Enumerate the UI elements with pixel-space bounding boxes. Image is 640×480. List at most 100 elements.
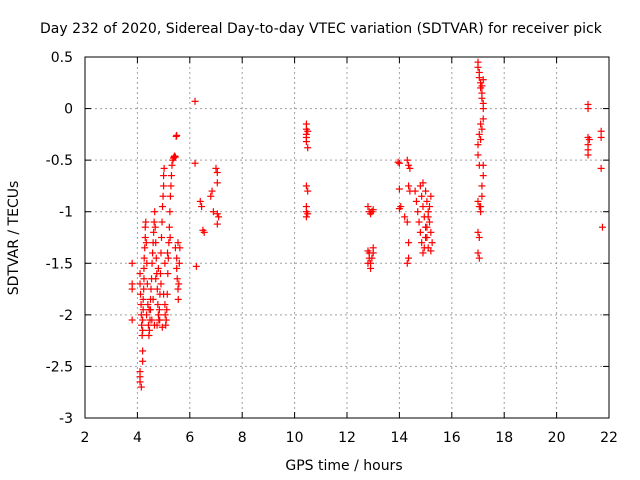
data-point <box>369 244 377 252</box>
x-axis-label: GPS time / hours <box>285 458 402 474</box>
data-point <box>152 254 160 262</box>
y-tick-label: -3 <box>59 411 73 427</box>
data-point <box>145 306 153 314</box>
data-point <box>164 270 172 278</box>
data-point <box>418 239 426 247</box>
data-point <box>367 264 375 272</box>
x-tick-label: 14 <box>390 430 408 446</box>
data-point <box>597 133 605 141</box>
data-point <box>143 311 151 319</box>
data-point <box>475 234 483 241</box>
data-point <box>474 63 482 71</box>
data-point <box>479 76 487 84</box>
data-point <box>419 203 427 211</box>
x-tick-label: 6 <box>185 430 194 446</box>
data-point <box>597 127 605 135</box>
y-tick-label: 0 <box>64 102 73 118</box>
data-point <box>597 164 605 172</box>
data-point <box>401 213 409 221</box>
data-point <box>478 182 486 190</box>
x-tick-label: 10 <box>286 430 304 446</box>
data-point <box>164 254 172 262</box>
data-point <box>160 182 168 190</box>
data-point <box>403 259 411 267</box>
data-point <box>474 228 482 236</box>
data-point <box>153 321 161 329</box>
data-point <box>166 192 174 200</box>
data-point <box>150 228 158 236</box>
data-point <box>149 295 157 303</box>
data-point <box>139 357 147 365</box>
data-point <box>405 239 413 247</box>
data-point <box>302 182 310 190</box>
data-point <box>157 249 165 257</box>
data-point <box>176 244 184 252</box>
x-tick-label: 22 <box>600 430 618 446</box>
data-point <box>304 144 312 152</box>
data-point <box>411 187 419 195</box>
data-point <box>158 218 166 226</box>
y-tick-label: -0.5 <box>46 153 73 169</box>
data-point <box>474 151 482 159</box>
data-point <box>415 218 423 226</box>
data-point <box>144 321 152 329</box>
data-point <box>171 152 179 160</box>
data-point <box>419 249 427 257</box>
data-point <box>479 172 487 180</box>
data-point <box>418 192 426 200</box>
data-point <box>158 323 166 331</box>
data-point <box>584 151 592 159</box>
data-point <box>148 316 156 324</box>
data-point <box>151 223 159 231</box>
data-point <box>143 280 151 288</box>
data-point <box>208 187 216 195</box>
data-point <box>478 192 486 200</box>
data-point <box>403 218 411 226</box>
data-point <box>173 264 181 272</box>
data-point <box>174 295 182 303</box>
data-point <box>213 220 221 228</box>
data-point <box>173 275 181 283</box>
data-point <box>165 239 173 247</box>
data-point <box>137 383 145 391</box>
y-tick-label: -2 <box>59 308 73 324</box>
y-tick-label: -2.5 <box>46 359 73 375</box>
data-point <box>161 311 169 319</box>
data-point <box>151 208 159 216</box>
y-tick-label: -1.5 <box>46 256 73 272</box>
data-point <box>139 326 147 334</box>
data-point <box>192 262 200 270</box>
data-point <box>168 161 176 169</box>
data-point <box>152 239 160 247</box>
data-point <box>424 208 432 216</box>
data-point <box>422 187 430 195</box>
data-point <box>173 254 181 262</box>
data-point <box>304 127 312 135</box>
data-point <box>405 254 413 262</box>
data-point <box>474 141 482 149</box>
data-point <box>406 164 414 172</box>
data-point <box>200 228 208 236</box>
x-tick-label: 18 <box>495 430 513 446</box>
x-tick-label: 8 <box>238 430 247 446</box>
data-point <box>140 254 148 262</box>
data-point <box>427 228 435 236</box>
data-point <box>136 280 144 288</box>
data-point <box>136 378 144 386</box>
data-point <box>152 275 160 283</box>
data-point <box>140 264 148 272</box>
data-point <box>137 290 145 298</box>
data-point <box>209 208 217 216</box>
data-point <box>128 316 136 324</box>
data-point <box>368 254 376 262</box>
data-point <box>395 185 403 193</box>
x-tick-label: 12 <box>338 430 356 446</box>
data-point <box>158 234 166 241</box>
ticks: 2 4 6 8 10 12 14 16 18 20 22 0.5 0 -0.5 -1 -1.5 -2 -2.5 -3 <box>46 50 618 446</box>
chart-title: Day 232 of 2020, Sidereal Day-to-day VTE… <box>40 21 603 37</box>
y-tick-label: 0.5 <box>51 50 73 66</box>
y-axis-label: SDTVAR / TECUs <box>6 181 22 296</box>
data-point <box>428 239 436 247</box>
data-point <box>161 259 169 267</box>
data-point <box>422 223 430 231</box>
